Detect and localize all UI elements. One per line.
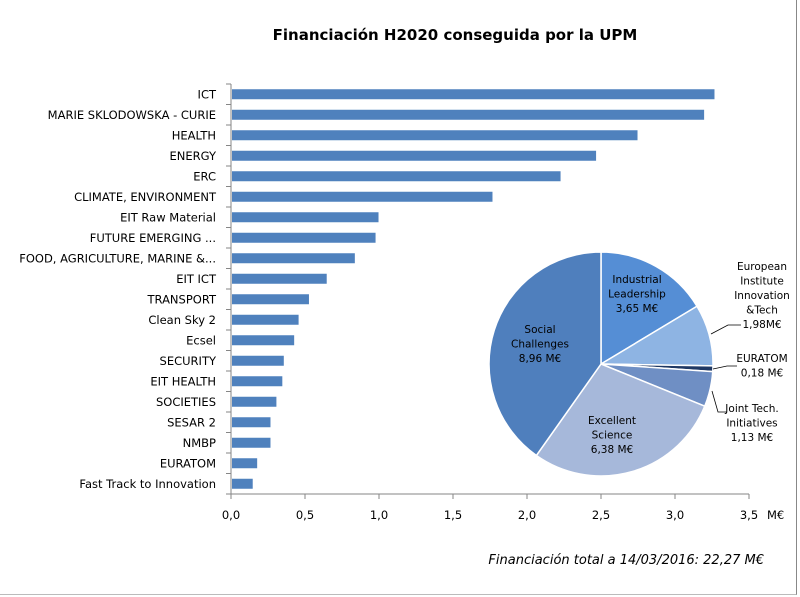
category-label: ENERGY	[170, 149, 217, 163]
pie-slice-0	[600, 251, 699, 366]
x-tick-label: 0,0	[222, 508, 240, 522]
bar-17	[232, 437, 271, 448]
bar-13	[232, 355, 284, 366]
pie-label-0: Industrial Leadership 3,65 M€	[608, 274, 666, 315]
category-label: CLIMATE, ENVIRONMENT	[74, 190, 217, 204]
pie-slice-5	[488, 251, 602, 457]
pie-label-3: Joint Tech. Initiatives 1,13 M€	[724, 403, 778, 444]
category-label: Ecsel	[186, 333, 216, 347]
bar-11	[232, 314, 299, 325]
category-label: FUTURE EMERGING ...	[90, 231, 216, 245]
category-label: SESAR 2	[167, 415, 216, 429]
x-tick-label: 2,0	[518, 508, 536, 522]
category-label: SOCIETIES	[156, 395, 216, 409]
bar-14	[232, 376, 283, 387]
category-label: SECURITY	[160, 354, 217, 368]
bar-18	[232, 458, 258, 469]
x-tick-label: 1,5	[444, 508, 462, 522]
leader-line	[712, 365, 737, 370]
category-label: ERC	[193, 169, 216, 183]
category-label: Fast Track to Innovation	[79, 477, 216, 491]
leader-line	[710, 324, 741, 335]
category-label: MARIE SKLODOWSKA - CURIE	[48, 108, 216, 122]
bar-1	[232, 109, 705, 120]
x-tick-label: 3,0	[666, 508, 684, 522]
pie-label-2: EURATOM 0,18 M€	[736, 353, 787, 380]
bar-8	[232, 253, 355, 264]
bar-0	[232, 89, 715, 100]
x-tick-label: 0,5	[296, 508, 314, 522]
category-label: EURATOM	[160, 456, 216, 470]
bar-10	[232, 294, 309, 305]
bar-7	[232, 232, 376, 243]
category-label: ICT	[198, 87, 217, 101]
x-axis-unit: M€	[767, 508, 784, 522]
leader-line	[711, 390, 727, 413]
bar-5	[232, 191, 493, 202]
bar-4	[232, 171, 561, 182]
category-label: NMBP	[183, 436, 216, 450]
bar-9	[232, 273, 327, 284]
bar-12	[232, 335, 295, 346]
bar-15	[232, 396, 277, 407]
x-tick-label: 3,5	[740, 508, 758, 522]
bar-3	[232, 150, 597, 161]
footer-total: Financiación total a 14/03/2016: 22,27 M…	[488, 553, 764, 568]
chart-title: Financiación H2020 conseguida por la UPM	[273, 26, 638, 44]
category-label: Clean Sky 2	[148, 313, 216, 327]
bar-19	[232, 478, 253, 489]
category-label: TRANSPORT	[147, 292, 217, 306]
x-tick-label: 2,5	[592, 508, 610, 522]
category-label: HEALTH	[172, 128, 216, 142]
category-label: EIT Raw Material	[120, 210, 216, 224]
category-label: EIT ICT	[176, 272, 217, 286]
x-tick-label: 1,0	[370, 508, 388, 522]
category-label: FOOD, AGRICULTURE, MARINE &...	[19, 251, 216, 265]
pie-label-4: Excellent Science 6,38 M€	[588, 415, 636, 456]
bar-2	[232, 130, 638, 141]
pie-label-1: European Institute Innovation &Tech 1,98M€	[734, 261, 790, 331]
pie-label-5: Social Challenges 8,96 M€	[511, 324, 569, 365]
category-label: EIT HEALTH	[150, 374, 216, 388]
pie-slice-4	[535, 363, 706, 477]
bar-6	[232, 212, 379, 223]
bar-16	[232, 417, 271, 428]
